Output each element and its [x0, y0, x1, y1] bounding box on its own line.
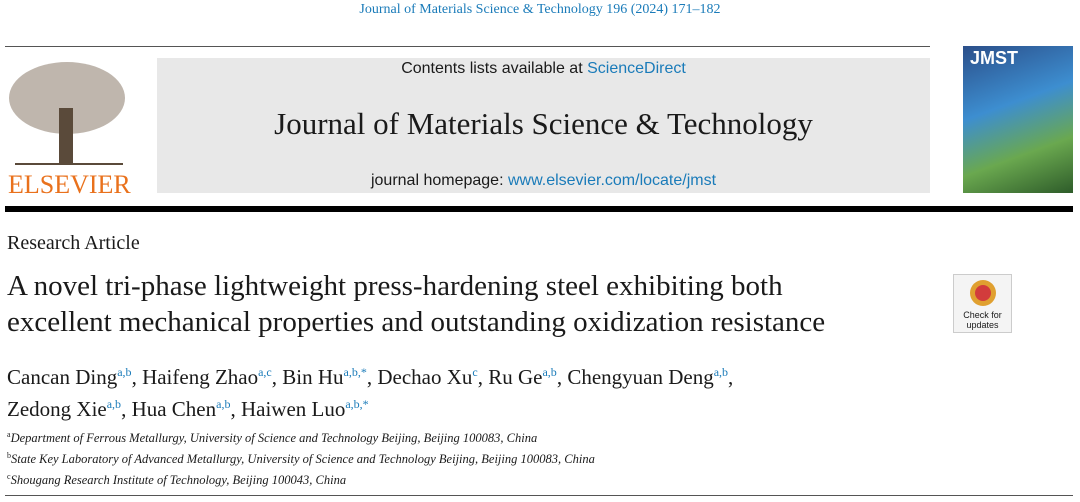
- separator: ,: [271, 365, 278, 389]
- separator: ,: [131, 365, 137, 389]
- homepage-line: journal homepage: www.elsevier.com/locat…: [157, 172, 930, 190]
- citation: Journal of Materials Science & Technolog…: [359, 2, 721, 17]
- badge-line: updates: [966, 320, 999, 330]
- affil-text: State Key Laboratory of Advanced Metallu…: [11, 452, 595, 467]
- author-line: Cancan Dinga,b, Haifeng Zhaoa,c, Bin Hua…: [7, 359, 733, 391]
- title-line: A novel tri-phase lightweight press-hard…: [7, 270, 783, 302]
- author-affil: a,b,*: [345, 397, 369, 411]
- author-name: Dechao Xu: [377, 365, 473, 389]
- author-affil: a,b: [106, 397, 122, 411]
- affil-mark: c: [7, 472, 11, 482]
- affiliation: cShougang Research Institute of Technolo…: [7, 468, 595, 489]
- separator: ,: [230, 397, 236, 421]
- author-affil: a,b: [713, 365, 729, 379]
- contents-prefix: Contents lists available at: [401, 60, 583, 77]
- homepage-prefix: journal homepage:: [370, 172, 504, 189]
- publisher-logo: [5, 58, 130, 168]
- separator: ,: [121, 397, 127, 421]
- article-title: A novel tri-phase lightweight press-hard…: [7, 268, 825, 340]
- rule-thick: [5, 206, 1073, 212]
- separator: ,: [728, 365, 734, 389]
- author-name: Chengyuan Deng: [567, 365, 714, 389]
- author-line: Zedong Xiea,b, Hua Chena,b, Haiwen Luoa,…: [7, 391, 733, 423]
- affil-text: Shougang Research Institute of Technolog…: [10, 473, 347, 488]
- badge-icon: [969, 280, 996, 306]
- separator: ,: [556, 365, 563, 389]
- author-name: Haiwen Luo: [240, 397, 346, 421]
- contents-line: Contents lists available at ScienceDirec…: [157, 60, 930, 78]
- article-type: Research Article: [7, 232, 140, 254]
- affil-mark: a: [7, 430, 11, 439]
- affiliations: aDepartment of Ferrous Metallurgy, Unive…: [7, 426, 595, 489]
- author-affil: a,b: [216, 397, 231, 411]
- homepage-link[interactable]: www.elsevier.com/locate/jmst: [507, 172, 717, 189]
- cover-label: JMST: [970, 48, 1019, 68]
- affil-mark: b: [7, 451, 11, 461]
- author-affil: a,b: [117, 365, 132, 379]
- masthead-box: [157, 58, 930, 193]
- author-name: Cancan Ding: [7, 365, 118, 389]
- sciencedirect-link[interactable]: ScienceDirect: [587, 60, 686, 77]
- journal-cover: [963, 46, 1073, 193]
- author-affil: a,b: [542, 365, 557, 379]
- author-affil: a,c: [258, 365, 272, 379]
- author-affil: a,b,*: [343, 365, 367, 379]
- check-updates-badge[interactable]: Check for updates: [953, 274, 1012, 333]
- affiliation: bState Key Laboratory of Advanced Metall…: [7, 447, 595, 468]
- author-name: Haifeng Zhao: [142, 365, 259, 389]
- separator: ,: [477, 365, 483, 389]
- journal-title: Journal of Materials Science & Technolog…: [274, 106, 813, 141]
- affiliation: aDepartment of Ferrous Metallurgy, Unive…: [7, 426, 595, 447]
- rule: [5, 495, 1073, 496]
- author-name: Hua Chen: [131, 397, 217, 421]
- author-name: Zedong Xie: [7, 397, 107, 421]
- author-name: Bin Hu: [282, 365, 344, 389]
- authors: Cancan Dinga,b, Haifeng Zhaoa,c, Bin Hua…: [7, 359, 733, 423]
- badge-text: Check for updates: [954, 310, 1011, 330]
- title-line: excellent mechanical properties and outs…: [7, 306, 826, 338]
- badge-line: Check for: [963, 310, 1002, 320]
- publisher-name: ELSEVIER: [8, 170, 131, 199]
- author-affil: c: [472, 365, 478, 379]
- author-name: Ru Ge: [488, 365, 543, 389]
- affil-text: Department of Ferrous Metallurgy, Univer…: [10, 431, 538, 446]
- separator: ,: [366, 365, 373, 389]
- rule: [5, 46, 930, 47]
